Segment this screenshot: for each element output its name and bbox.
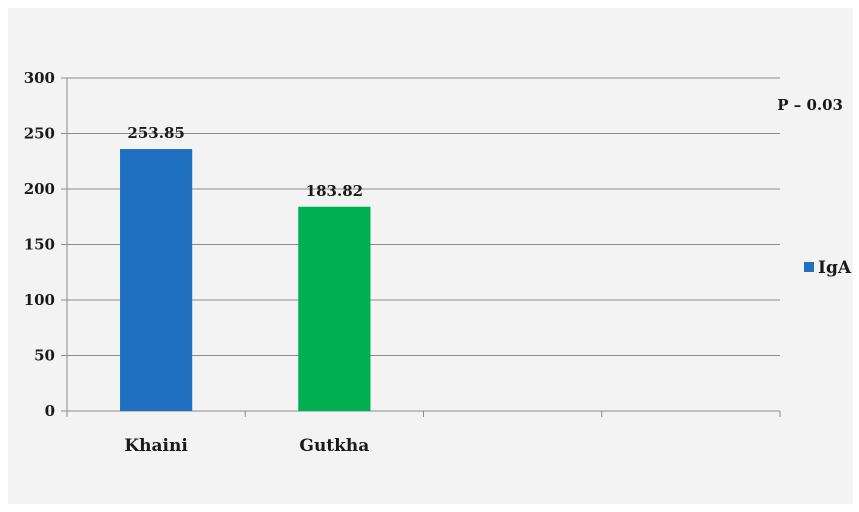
bar-gutkha [298,206,371,411]
x-tick-label-khaini: Khaini [124,436,188,456]
y-tick-label: 250 [24,125,55,143]
bars [120,149,371,412]
data-label-khaini: 253.85 [127,124,184,142]
legend-swatch-iga [804,262,814,272]
legend: IgA [804,258,852,278]
data-label-gutkha: 183.82 [306,182,363,200]
y-tick-label: 0 [45,402,55,420]
y-tick-label: 100 [24,291,55,309]
y-tick-label: 300 [24,69,55,87]
y-tick-label: 200 [24,180,55,198]
p-value-annotation: P – 0.03 [777,96,843,114]
y-tick-label: 150 [24,236,55,254]
axes [61,77,781,417]
y-tick-label: 50 [34,347,55,365]
labels: 0 50 100 150 200 250 300 253.85 Khaini 183.82 Gutk… [24,69,370,456]
bar-khaini [120,149,193,412]
x-tick-label-gutkha: Gutkha [299,436,369,456]
legend-label-iga: IgA [818,258,852,278]
